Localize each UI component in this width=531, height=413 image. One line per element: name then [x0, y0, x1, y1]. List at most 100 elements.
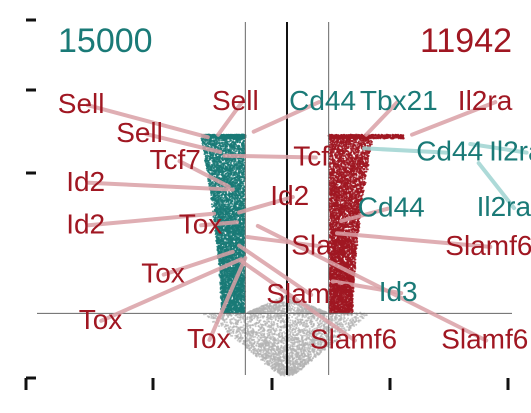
data-point	[282, 371, 285, 374]
data-point	[282, 360, 284, 363]
data-point	[269, 357, 272, 360]
data-point	[302, 358, 305, 361]
data-point	[271, 333, 274, 336]
data-point	[300, 351, 303, 354]
data-point	[241, 326, 244, 329]
data-point	[290, 355, 293, 358]
data-point	[266, 332, 269, 335]
data-point	[274, 368, 277, 371]
data-point	[273, 332, 276, 335]
data-point	[229, 318, 232, 321]
data-point	[276, 337, 279, 340]
data-point	[283, 373, 286, 376]
data-point	[256, 336, 259, 339]
data-point	[255, 344, 258, 347]
data-point	[306, 323, 309, 326]
data-point	[278, 353, 281, 356]
data-point	[289, 362, 292, 365]
data-point	[259, 309, 262, 312]
data-point	[292, 362, 295, 365]
data-point	[323, 337, 326, 340]
data-point	[294, 330, 297, 333]
data-point	[257, 310, 260, 312]
data-point	[269, 345, 272, 348]
data-point	[246, 334, 249, 337]
data-point	[273, 366, 276, 369]
data-point	[276, 322, 279, 325]
data-point	[283, 324, 286, 327]
data-point	[281, 337, 284, 340]
data-point	[331, 319, 334, 322]
data-point	[288, 314, 291, 317]
data-point	[260, 305, 263, 308]
data-point	[236, 335, 238, 338]
data-point	[250, 329, 253, 332]
data-point	[296, 346, 299, 349]
data-point	[242, 317, 245, 320]
data-point	[353, 316, 356, 319]
data-point	[271, 353, 273, 356]
data-point	[240, 321, 243, 324]
data-point	[235, 325, 238, 328]
data-point	[325, 315, 328, 318]
data-point	[304, 334, 306, 337]
data-point	[298, 331, 301, 334]
data-point	[276, 324, 279, 327]
data-point	[303, 332, 306, 335]
data-point	[272, 344, 275, 347]
data-point	[262, 341, 265, 344]
data-point	[243, 331, 246, 334]
data-point	[279, 356, 282, 359]
data-point	[260, 326, 263, 329]
data-point	[242, 315, 245, 318]
data-point	[305, 336, 308, 339]
data-point	[311, 320, 314, 323]
data-point	[258, 344, 261, 347]
data-point	[274, 337, 276, 340]
data-point	[298, 323, 301, 326]
data-point	[306, 331, 308, 334]
data-point	[264, 357, 267, 360]
data-point	[230, 314, 233, 317]
data-point	[263, 329, 266, 331]
data-point	[284, 332, 286, 335]
data-point	[264, 339, 267, 342]
data-point	[249, 326, 252, 329]
data-point	[207, 316, 210, 319]
data-point	[224, 318, 227, 321]
data-point	[266, 341, 269, 344]
data-point	[256, 315, 259, 318]
data-point	[306, 334, 309, 337]
data-point	[305, 319, 308, 322]
data-point	[275, 329, 278, 332]
data-point	[234, 318, 237, 321]
data-point	[363, 314, 366, 317]
data-point	[351, 317, 354, 320]
data-point	[292, 365, 295, 367]
data-point	[268, 339, 271, 342]
data-point	[292, 369, 295, 372]
data-point	[256, 350, 258, 352]
data-point	[296, 366, 299, 369]
data-point	[232, 330, 235, 333]
data-point	[269, 337, 272, 340]
data-point	[282, 364, 285, 367]
data-point	[295, 370, 298, 373]
data-point	[301, 348, 304, 351]
data-point	[293, 314, 295, 316]
data-point	[308, 357, 311, 360]
data-point	[270, 365, 273, 368]
data-point	[222, 319, 225, 322]
data-point	[273, 323, 276, 326]
data-point	[256, 340, 259, 343]
data-point	[362, 317, 365, 320]
data-point	[272, 337, 275, 340]
data-point	[350, 314, 353, 317]
data-point	[266, 321, 268, 324]
data-point	[249, 340, 252, 343]
data-point	[264, 337, 267, 340]
data-point	[251, 344, 254, 347]
data-point	[294, 361, 297, 364]
data-point	[274, 330, 276, 333]
data-point	[250, 349, 253, 352]
